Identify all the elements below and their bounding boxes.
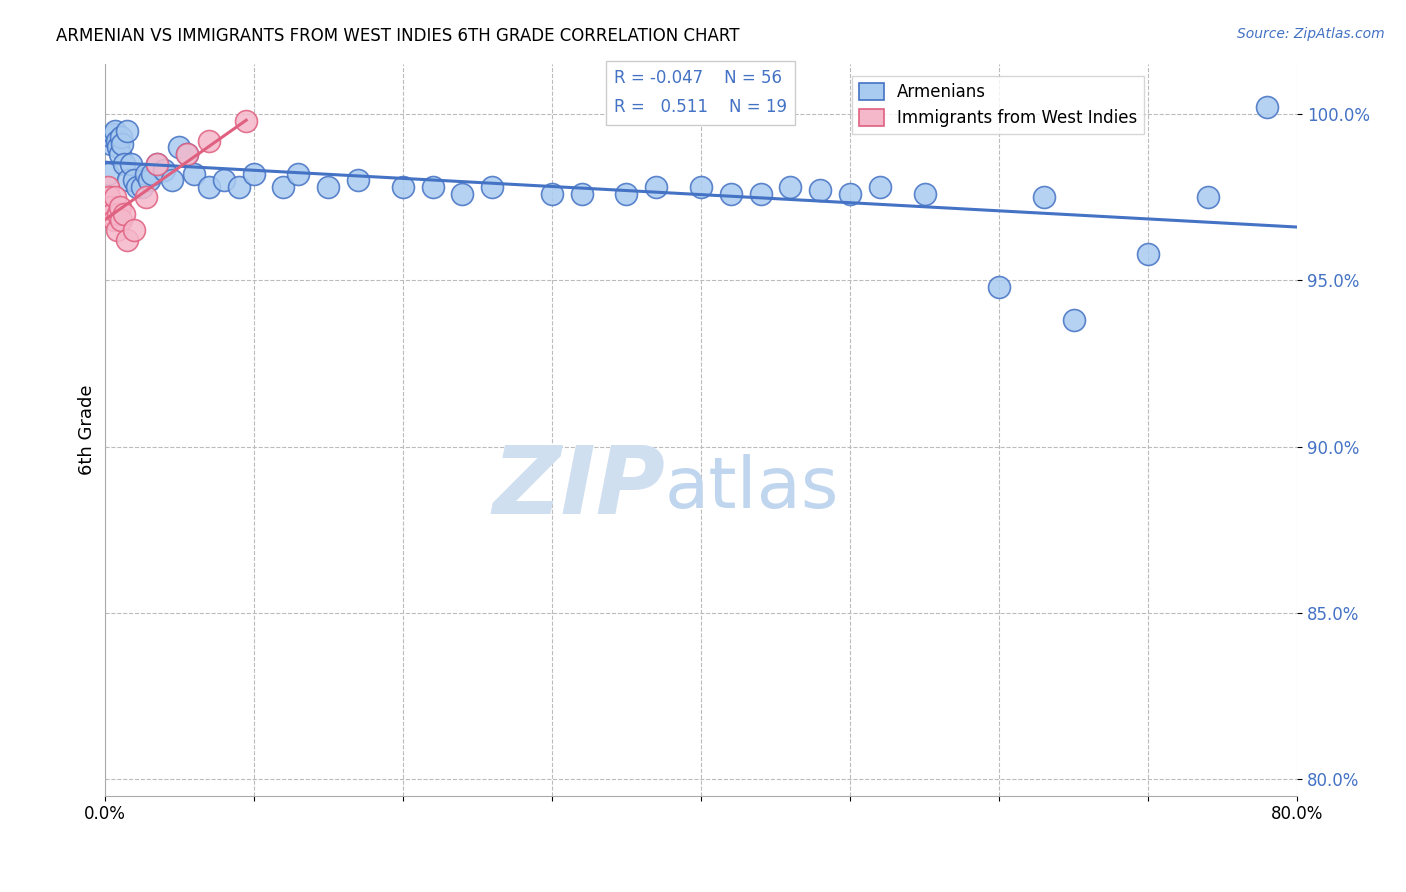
Point	[101, 130, 124, 145]
Point	[146, 157, 169, 171]
Text: atlas: atlas	[665, 454, 839, 523]
Point	[235, 113, 257, 128]
Text: ZIP: ZIP	[492, 442, 665, 534]
Point	[115, 123, 138, 137]
Point	[108, 200, 131, 214]
Point	[914, 186, 936, 201]
Point	[108, 146, 131, 161]
Point	[720, 186, 742, 201]
Point	[160, 173, 183, 187]
Point	[107, 140, 129, 154]
Point	[124, 223, 146, 237]
Point	[101, 207, 124, 221]
Point	[103, 127, 125, 141]
Point	[104, 123, 127, 137]
Point	[105, 223, 128, 237]
Point	[645, 180, 668, 194]
Point	[198, 180, 221, 194]
Point	[422, 180, 444, 194]
Point	[1197, 190, 1219, 204]
Point	[347, 173, 370, 187]
Point	[135, 190, 157, 204]
Point	[138, 173, 160, 187]
Point	[110, 130, 132, 145]
Point	[94, 200, 117, 214]
Legend: Armenians, Immigrants from West Indies: Armenians, Immigrants from West Indies	[852, 76, 1144, 134]
Point	[749, 186, 772, 201]
Point	[141, 167, 163, 181]
Point	[117, 173, 139, 187]
Point	[105, 134, 128, 148]
Point	[614, 186, 637, 201]
Point	[97, 180, 120, 194]
Text: R = -0.047    N = 56
R =   0.511    N = 19: R = -0.047 N = 56 R = 0.511 N = 19	[614, 70, 787, 116]
Point	[135, 167, 157, 181]
Point	[103, 213, 125, 227]
Point	[167, 140, 190, 154]
Point	[183, 167, 205, 181]
Point	[124, 173, 146, 187]
Point	[228, 180, 250, 194]
Point	[112, 157, 135, 171]
Point	[779, 180, 801, 194]
Point	[839, 186, 862, 201]
Point	[127, 180, 149, 194]
Point	[391, 180, 413, 194]
Point	[100, 136, 122, 151]
Point	[100, 200, 122, 214]
Point	[481, 180, 503, 194]
Point	[104, 190, 127, 204]
Point	[110, 213, 132, 227]
Point	[242, 167, 264, 181]
Point	[988, 280, 1011, 294]
Point	[112, 207, 135, 221]
Point	[176, 146, 198, 161]
Point	[131, 180, 153, 194]
Point	[97, 167, 120, 181]
Text: Source: ZipAtlas.com: Source: ZipAtlas.com	[1237, 27, 1385, 41]
Point	[869, 180, 891, 194]
Text: ARMENIAN VS IMMIGRANTS FROM WEST INDIES 6TH GRADE CORRELATION CHART: ARMENIAN VS IMMIGRANTS FROM WEST INDIES …	[56, 27, 740, 45]
Point	[176, 146, 198, 161]
Point	[120, 157, 142, 171]
Point	[212, 173, 235, 187]
Point	[451, 186, 474, 201]
Point	[540, 186, 562, 201]
Point	[1137, 246, 1160, 260]
Point	[146, 157, 169, 171]
Point	[198, 134, 221, 148]
Point	[690, 180, 713, 194]
Point	[115, 233, 138, 247]
Point	[287, 167, 309, 181]
Point	[1032, 190, 1054, 204]
Point	[1063, 313, 1085, 327]
Point	[571, 186, 593, 201]
Point	[98, 190, 121, 204]
Point	[107, 207, 129, 221]
Y-axis label: 6th Grade: 6th Grade	[79, 384, 96, 475]
Point	[111, 136, 134, 151]
Point	[153, 163, 176, 178]
Point	[273, 180, 295, 194]
Point	[316, 180, 339, 194]
Point	[808, 184, 831, 198]
Point	[1256, 100, 1278, 114]
